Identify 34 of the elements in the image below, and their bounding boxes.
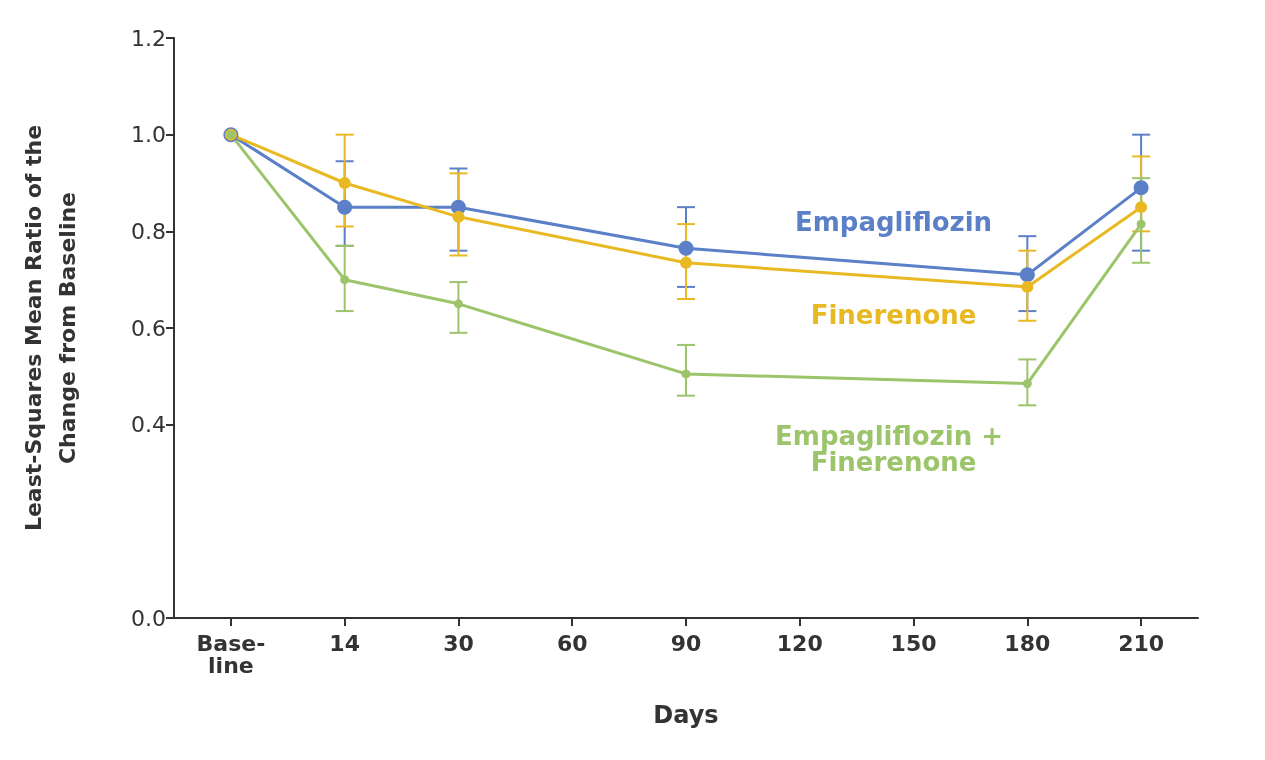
series-label: Finerenone xyxy=(810,299,977,330)
point xyxy=(338,177,351,189)
point xyxy=(340,275,350,285)
x-tick-label: Base- line xyxy=(196,630,266,678)
x-tick-label: 30 xyxy=(443,630,474,656)
point xyxy=(453,299,463,309)
y-tick-label: 0.6 xyxy=(131,315,166,341)
y-tick-label: 0.8 xyxy=(131,218,166,244)
x-tick-label: 210 xyxy=(1118,630,1165,656)
y-tick-label: 0.4 xyxy=(131,412,166,438)
y-axis-title: Least-Squares Mean Ratio of the Change from Baseline xyxy=(20,124,80,532)
point xyxy=(1136,219,1146,229)
point xyxy=(1021,280,1034,293)
point xyxy=(452,210,465,223)
y-tick-label: 0.0 xyxy=(131,605,166,631)
x-tick-label: 60 xyxy=(556,630,588,656)
y-tick-label: 1.0 xyxy=(131,122,166,148)
series-label: Empagliflozin + Finerenone xyxy=(775,420,1013,477)
y-tick-label: 1.2 xyxy=(131,25,166,51)
point xyxy=(337,199,353,215)
x-tick-label: 120 xyxy=(776,630,823,656)
point xyxy=(1019,267,1035,283)
point xyxy=(681,369,691,379)
x-axis-title: Days xyxy=(653,701,719,729)
x-tick-label: 14 xyxy=(329,630,360,656)
series-label: Empagliflozin xyxy=(794,206,993,237)
x-tick-label: 150 xyxy=(890,630,937,656)
point xyxy=(1135,201,1148,214)
point xyxy=(1133,180,1149,196)
point xyxy=(680,256,692,269)
point xyxy=(678,240,694,256)
x-tick-label: 90 xyxy=(670,630,702,656)
point xyxy=(1022,379,1032,389)
x-tick-label: 180 xyxy=(1004,630,1051,656)
